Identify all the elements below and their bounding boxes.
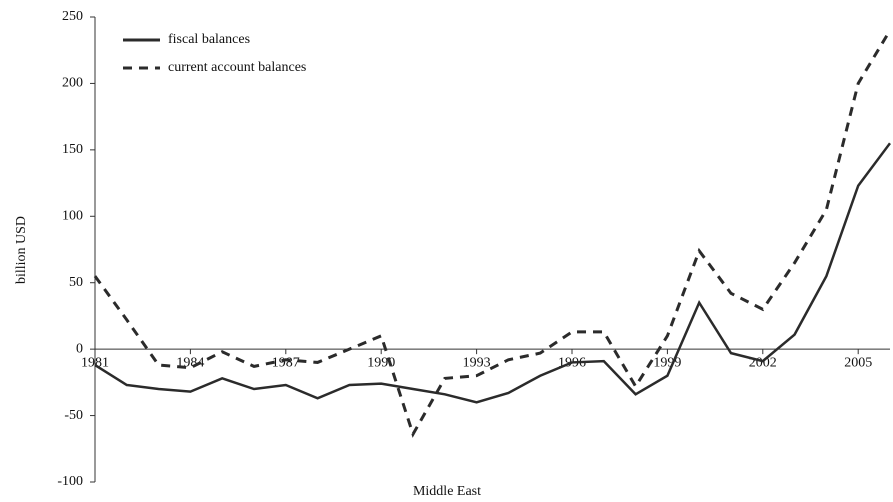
y-tick-label: -50 <box>64 408 83 423</box>
x-tick-label: 1981 <box>81 355 109 370</box>
y-tick-label: 50 <box>69 275 83 290</box>
y-axis-label: billion USD <box>14 216 29 284</box>
x-axis-label: Middle East <box>413 484 481 499</box>
x-tick-label: 1993 <box>463 355 491 370</box>
y-tick-label: -100 <box>57 474 83 489</box>
y-tick-label: 150 <box>62 142 83 157</box>
y-tick-label: 0 <box>76 341 83 356</box>
legend-label: fiscal balances <box>168 32 250 47</box>
legend-label: current account balances <box>168 60 306 75</box>
x-tick-label: 1999 <box>653 355 681 370</box>
y-tick-label: 200 <box>62 76 83 91</box>
y-tick-label: 100 <box>62 209 83 224</box>
series-line <box>93 29 892 438</box>
y-tick-label: 250 <box>62 9 83 24</box>
x-tick-label: 1987 <box>272 355 300 370</box>
series-line <box>94 142 892 404</box>
x-tick-label: 2005 <box>844 355 872 370</box>
